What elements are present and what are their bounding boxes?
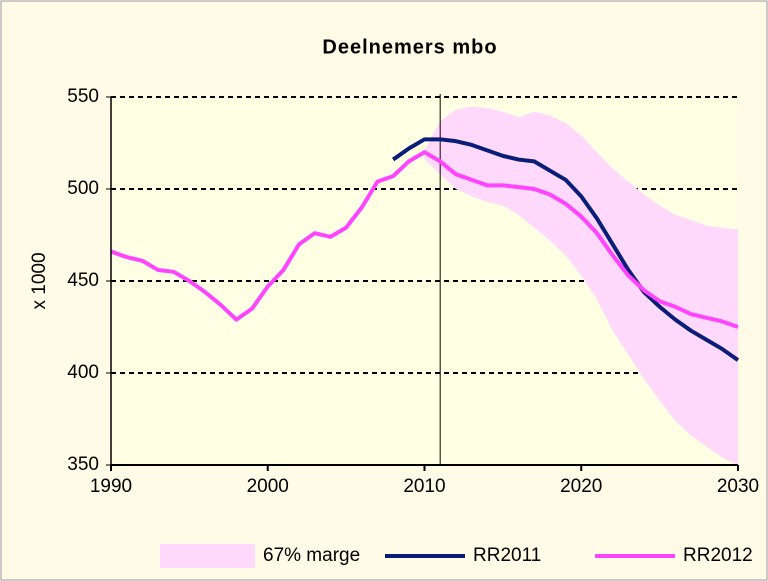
x-tick-label: 1990 <box>90 476 132 497</box>
legend-label: RR2012 <box>683 545 753 566</box>
chart-title: Deelnemers mbo <box>322 36 497 58</box>
y-tick-label: 550 <box>67 86 99 107</box>
series-line <box>391 137 740 362</box>
y-tick-label: 400 <box>67 362 99 383</box>
legend-swatch <box>160 544 255 568</box>
x-tick-label: 2030 <box>717 476 759 497</box>
confidence-band <box>424 106 738 465</box>
x-tick-label: 2010 <box>403 476 445 497</box>
y-tick-label: 450 <box>67 270 99 291</box>
x-tick-label: 2000 <box>247 476 289 497</box>
y-tick-label: 350 <box>67 454 99 475</box>
x-tick-label: 2020 <box>560 476 602 497</box>
series-line <box>110 150 739 329</box>
y-axis-label: x 1000 <box>29 252 50 309</box>
y-tick-label: 500 <box>67 178 99 199</box>
legend-label: 67% marge <box>263 545 360 566</box>
legend-label: RR2011 <box>473 545 541 566</box>
